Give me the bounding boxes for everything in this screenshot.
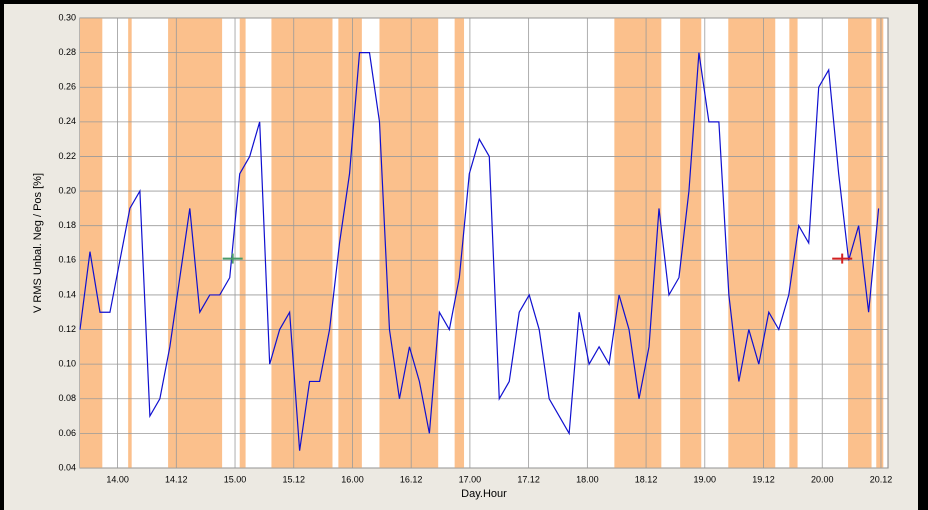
highlight-band <box>789 18 798 468</box>
x-tick-label: 15.12 <box>282 474 305 484</box>
x-tick-label: 20.12 <box>870 474 893 484</box>
y-tick-label: 0.16 <box>58 255 76 265</box>
y-tick-label: 0.28 <box>58 47 76 57</box>
highlight-band <box>80 18 103 468</box>
x-axis-label: Day.Hour <box>461 488 507 500</box>
highlight-band <box>876 18 884 468</box>
data-line <box>79 52 880 451</box>
y-tick-label: 0.30 <box>58 12 76 22</box>
y-tick-label: 0.20 <box>58 185 76 195</box>
x-tick-label: 20.00 <box>811 474 834 484</box>
y-tick-label: 0.26 <box>58 82 76 92</box>
highlight-band <box>128 18 132 468</box>
x-tick-label: 14.00 <box>106 474 129 484</box>
y-tick-label: 0.08 <box>58 393 76 403</box>
x-tick-label: 16.12 <box>400 474 423 484</box>
x-tick-label: 18.12 <box>635 474 658 484</box>
cursor-marker <box>222 253 243 264</box>
x-tick-label: 17.12 <box>517 474 540 484</box>
x-tick-label: 16.00 <box>341 474 364 484</box>
x-tick-label: 15.00 <box>224 474 247 484</box>
highlight-band <box>168 18 223 468</box>
highlight-band <box>338 18 362 468</box>
x-tick-label: 18.00 <box>576 474 599 484</box>
y-tick-label: 0.04 <box>58 462 76 472</box>
cursor-marker <box>832 253 853 264</box>
y-tick-label: 0.24 <box>58 116 76 126</box>
highlight-band <box>614 18 662 468</box>
highlight-band <box>239 18 246 468</box>
highlight-band <box>728 18 776 468</box>
y-tick-label: 0.14 <box>58 289 76 299</box>
highlight-band <box>379 18 439 468</box>
y-tick-label: 0.12 <box>58 324 76 334</box>
highlight-band <box>848 18 872 468</box>
highlight-band <box>271 18 333 468</box>
y-tick-label: 0.22 <box>58 151 76 161</box>
y-tick-label: 0.10 <box>58 359 76 369</box>
highlight-band <box>680 18 702 468</box>
y-tick-label: 0.18 <box>58 220 76 230</box>
y-axis-label: V RMS Unbal. Neg / Pos [%] <box>32 173 44 313</box>
x-tick-label: 14.12 <box>165 474 188 484</box>
x-tick-label: 19.00 <box>694 474 717 484</box>
x-tick-label: 17.00 <box>459 474 482 484</box>
y-tick-label: 0.06 <box>58 428 76 438</box>
highlight-band <box>454 18 465 468</box>
x-tick-label: 19.12 <box>752 474 775 484</box>
